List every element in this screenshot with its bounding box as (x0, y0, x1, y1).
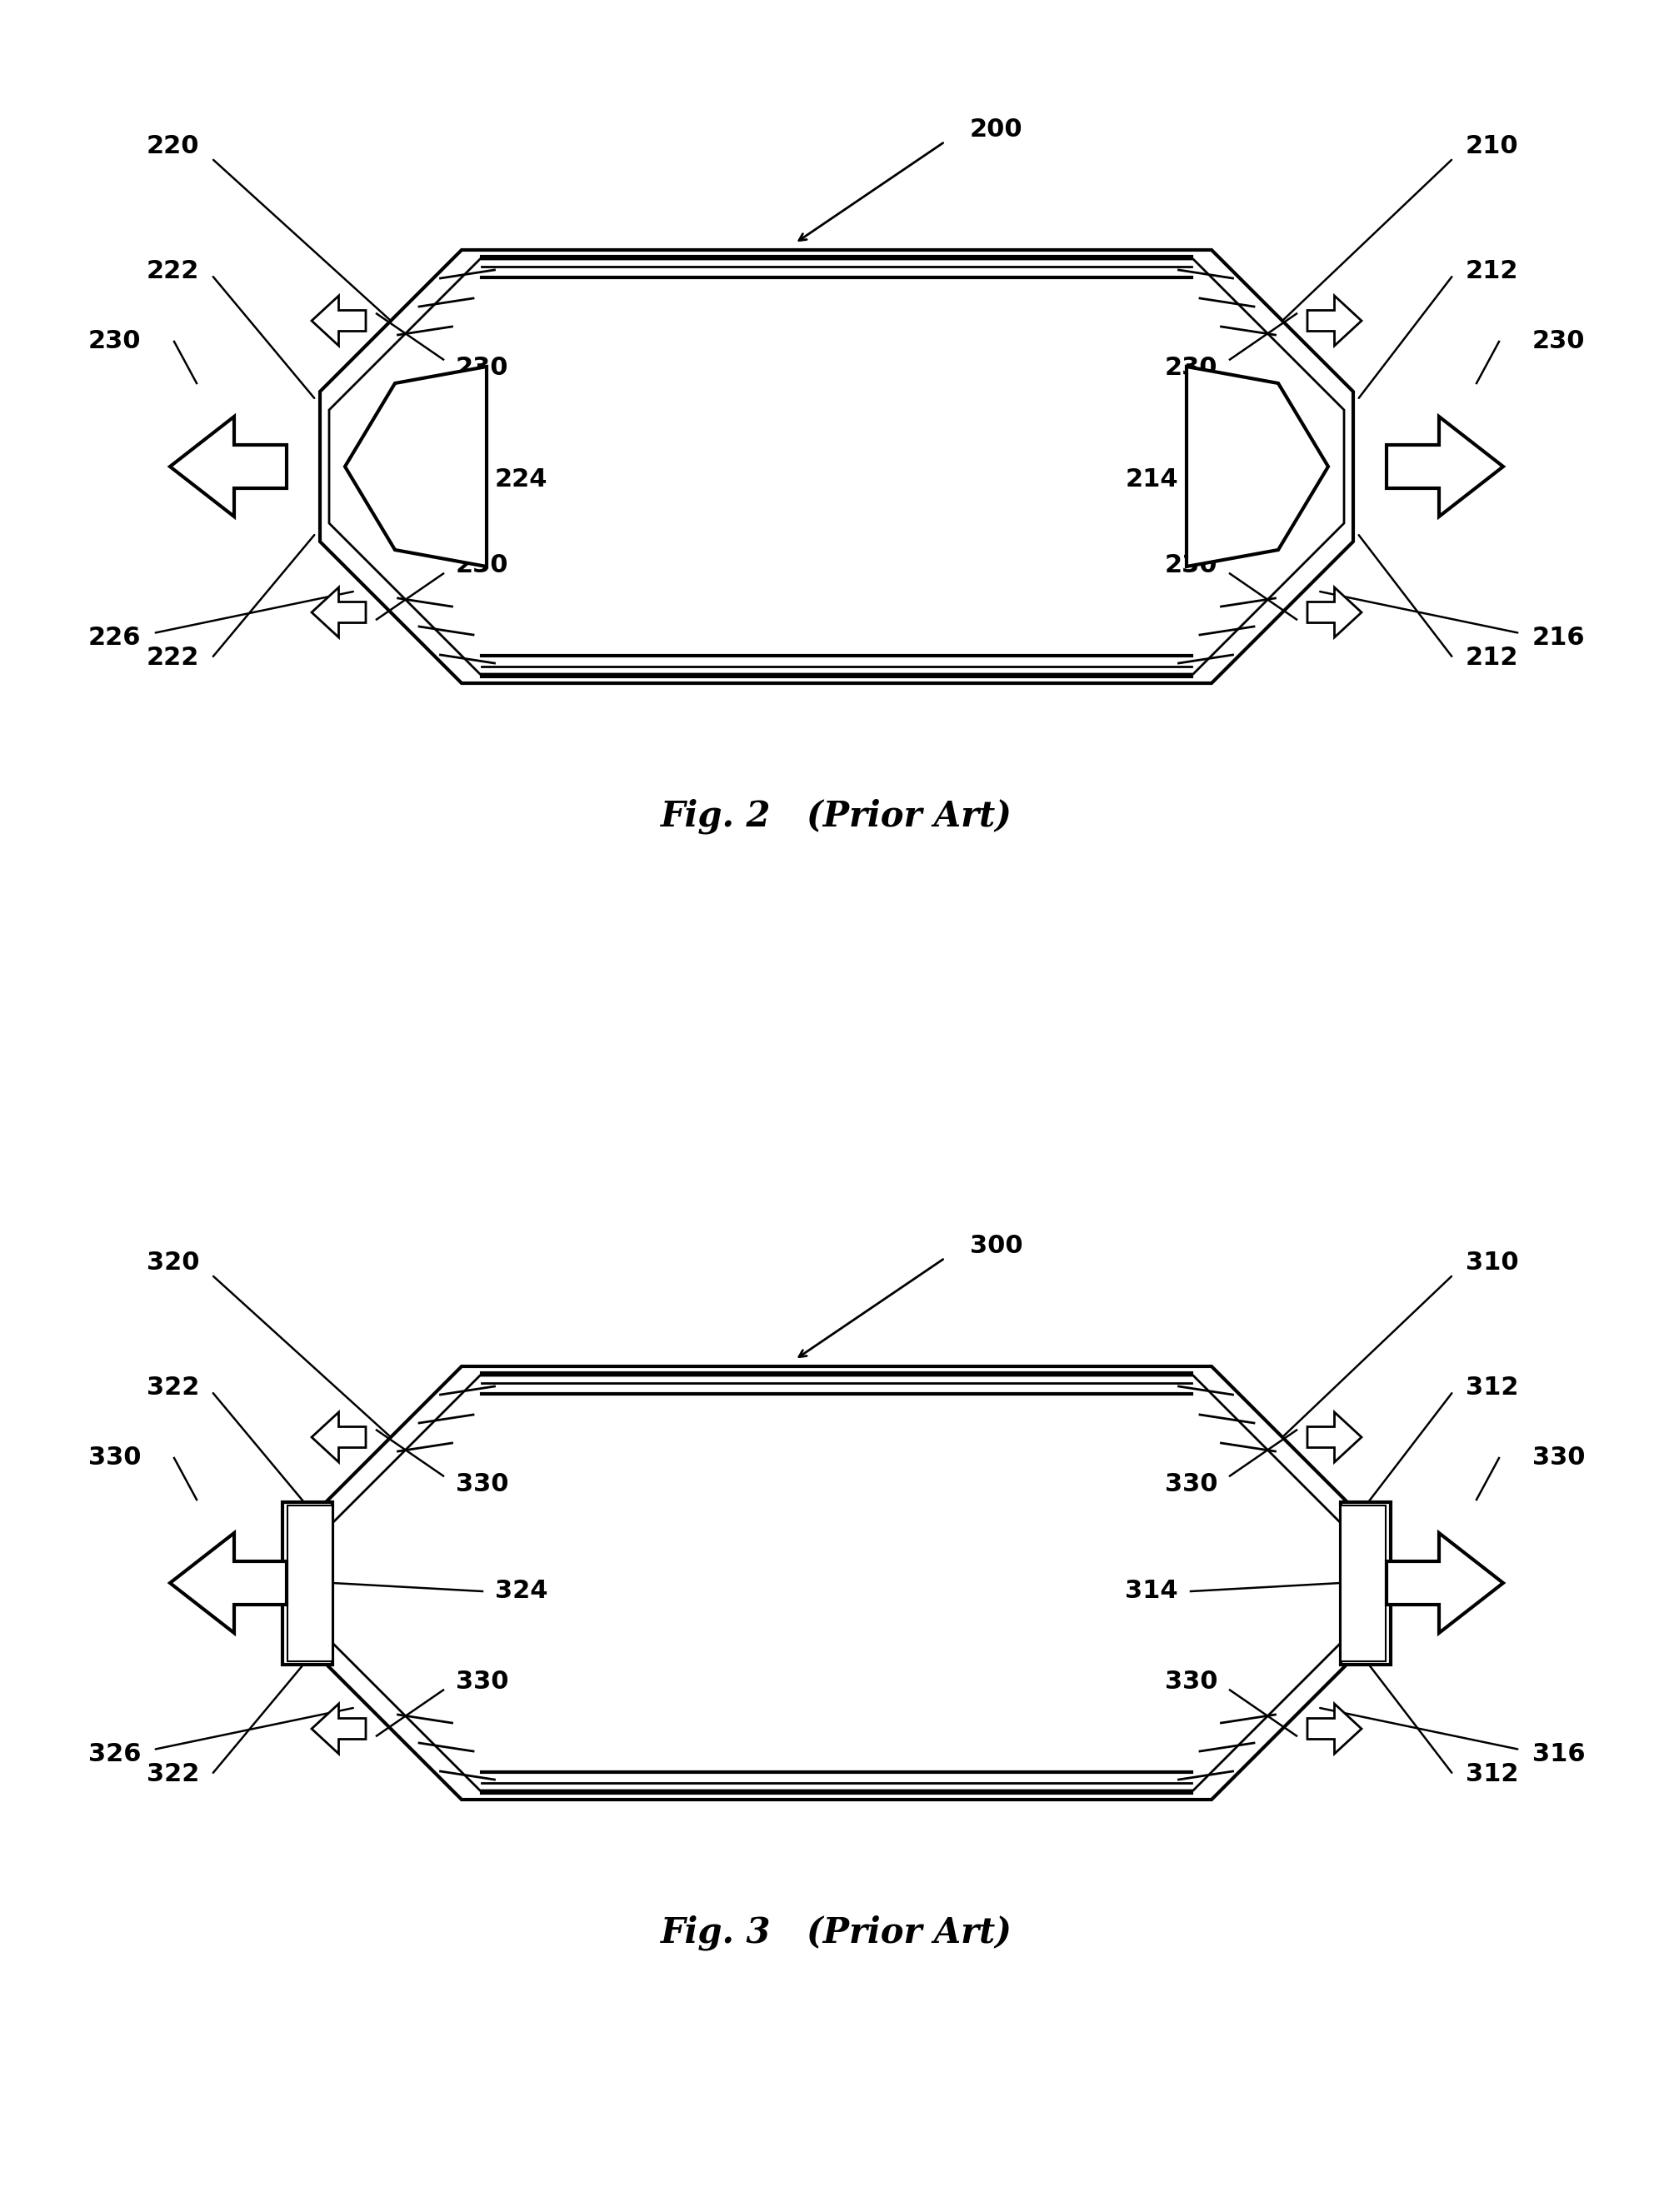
Text: 200: 200 (969, 117, 1023, 142)
Text: 312: 312 (1466, 1763, 1518, 1787)
Text: 300: 300 (969, 1234, 1023, 1259)
Bar (283, 1502, 333, 1663)
Text: 224: 224 (496, 467, 547, 491)
Text: 330: 330 (455, 1670, 509, 1694)
Text: Fig. 3   (Prior Art): Fig. 3 (Prior Art) (661, 1916, 1013, 1951)
Polygon shape (1307, 1703, 1361, 1754)
Text: 330: 330 (1165, 1670, 1217, 1694)
Text: 230: 230 (1532, 330, 1585, 354)
Text: 222: 222 (146, 259, 199, 283)
Polygon shape (1187, 367, 1327, 566)
Polygon shape (345, 367, 487, 566)
Text: 330: 330 (89, 1447, 141, 1471)
Text: 230: 230 (455, 356, 509, 380)
Text: 312: 312 (1466, 1376, 1518, 1400)
Polygon shape (171, 1533, 286, 1632)
Polygon shape (1386, 1533, 1503, 1632)
Text: 310: 310 (1466, 1250, 1518, 1274)
Polygon shape (1386, 416, 1503, 518)
Text: 230: 230 (455, 553, 509, 577)
Text: 216: 216 (1532, 626, 1585, 650)
Text: 330: 330 (455, 1473, 509, 1495)
Text: 226: 226 (89, 626, 141, 650)
Text: 230: 230 (1165, 356, 1217, 380)
Text: 214: 214 (1125, 467, 1178, 491)
Polygon shape (1307, 296, 1361, 345)
Text: 230: 230 (89, 330, 141, 354)
Text: 220: 220 (146, 133, 199, 157)
Text: 330: 330 (1165, 1473, 1217, 1495)
Text: 212: 212 (1466, 259, 1518, 283)
Text: 322: 322 (146, 1763, 199, 1787)
Polygon shape (1307, 588, 1361, 637)
Polygon shape (311, 588, 367, 637)
Polygon shape (171, 416, 286, 518)
Text: Fig. 2   (Prior Art): Fig. 2 (Prior Art) (661, 799, 1013, 834)
Text: 230: 230 (1165, 553, 1217, 577)
Polygon shape (311, 1411, 367, 1462)
Bar (1341, 1504, 1386, 1661)
Polygon shape (1307, 1411, 1361, 1462)
Bar (1341, 1502, 1391, 1663)
Text: 330: 330 (1532, 1447, 1585, 1471)
Text: 322: 322 (146, 1376, 199, 1400)
Text: 326: 326 (89, 1741, 141, 1765)
Text: 210: 210 (1466, 133, 1518, 157)
Bar (288, 1504, 333, 1661)
Text: 212: 212 (1466, 646, 1518, 670)
Polygon shape (311, 296, 367, 345)
Text: 314: 314 (1125, 1579, 1178, 1604)
Text: 316: 316 (1532, 1741, 1585, 1765)
Text: 324: 324 (496, 1579, 547, 1604)
Polygon shape (311, 1703, 367, 1754)
Text: 320: 320 (146, 1250, 199, 1274)
Text: 222: 222 (146, 646, 199, 670)
